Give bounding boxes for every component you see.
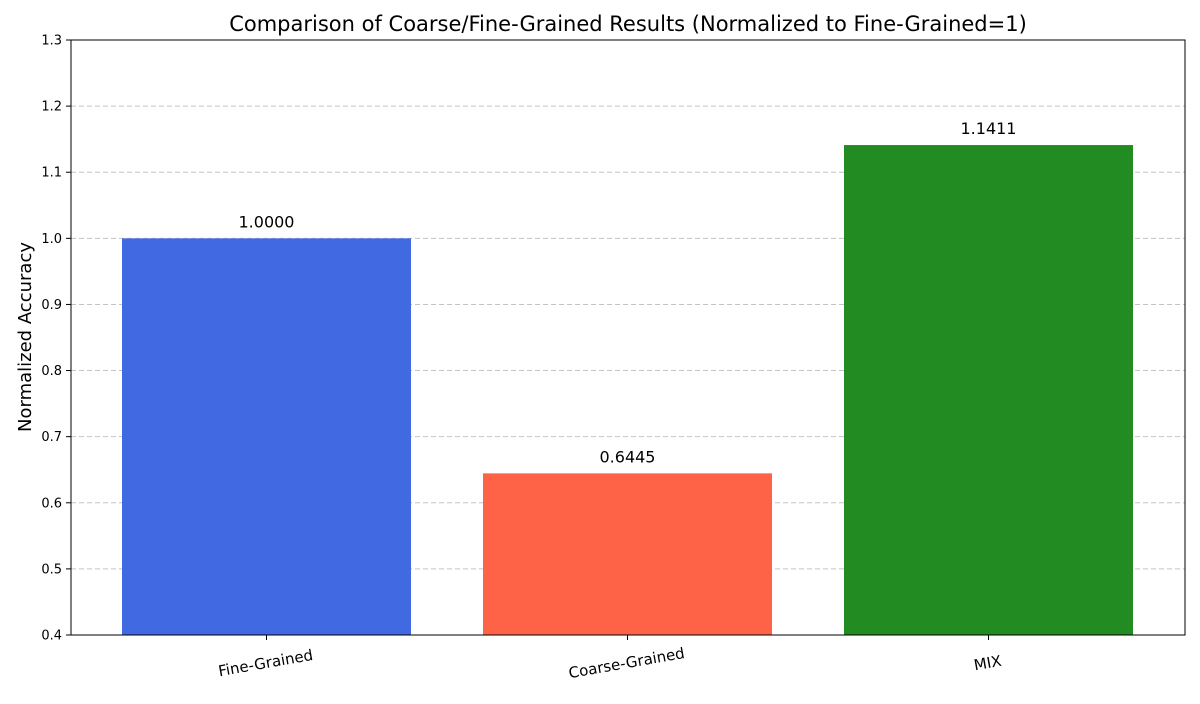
y-tick-label: 0.4 (41, 629, 62, 644)
bar (122, 238, 411, 636)
x-axis: Fine-Grained Coarse-Grained MIX (217, 635, 1003, 682)
y-tick-label: 1.0 (41, 232, 62, 247)
y-axis-label: Normalized Accuracy (15, 242, 36, 432)
y-tick-label: 0.6 (41, 496, 62, 511)
y-tick-label: 0.7 (41, 430, 62, 445)
y-tick-label: 0.8 (41, 364, 62, 379)
bars (122, 145, 1133, 636)
bar-value-label: 1.0000 (239, 212, 295, 231)
bar (844, 145, 1133, 636)
bar-value-label: 1.1411 (961, 119, 1017, 138)
bar (483, 473, 772, 635)
y-tick-label: 0.9 (41, 298, 62, 313)
x-tick-label: MIX (972, 652, 1002, 675)
bar-value-labels: 1.0000 0.6445 1.1411 (239, 119, 1017, 466)
y-tick-label: 1.1 (41, 166, 62, 181)
x-tick-label: Fine-Grained (217, 646, 314, 680)
y-tick-label: 0.5 (41, 562, 62, 577)
chart-title: Comparison of Coarse/Fine-Grained Result… (229, 12, 1027, 36)
y-tick-label: 1.2 (41, 100, 62, 115)
y-axis: 0.4 0.5 0.6 0.7 0.8 0.9 1.0 1.1 1.2 1.3 (41, 34, 71, 644)
y-tick-label: 1.3 (41, 34, 62, 49)
bar-value-label: 0.6445 (600, 447, 656, 466)
x-tick-label: Coarse-Grained (567, 644, 686, 682)
